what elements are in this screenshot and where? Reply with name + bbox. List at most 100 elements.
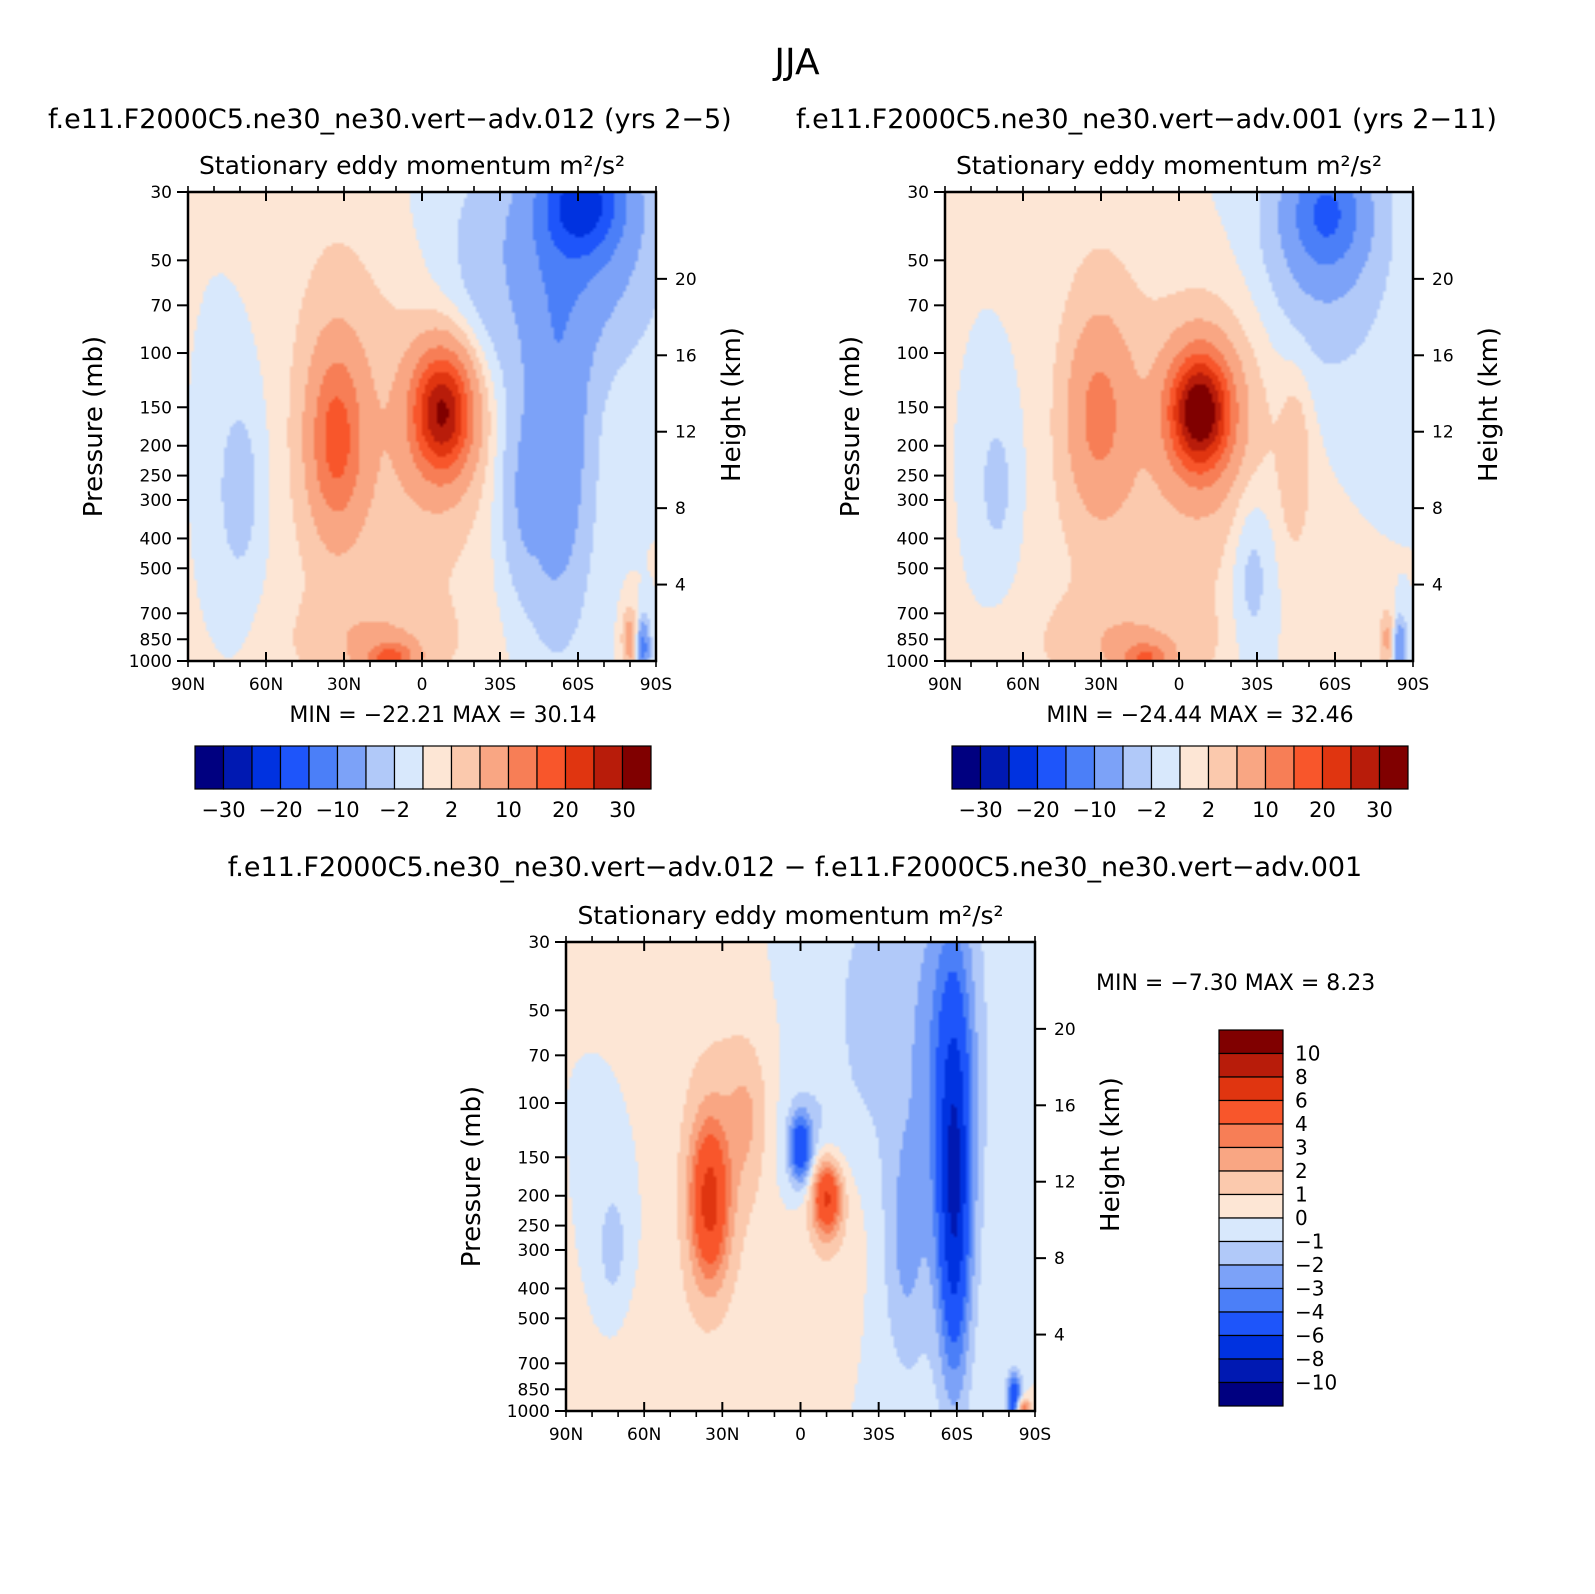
colorbar-box bbox=[1218, 1146, 1284, 1172]
colorbar-box bbox=[1218, 1076, 1284, 1102]
y-tick-label: 850 bbox=[140, 630, 172, 650]
colorbar-box bbox=[1150, 745, 1181, 790]
colorbar-label: 3 bbox=[1295, 1136, 1308, 1160]
height-tick-label: 20 bbox=[675, 270, 697, 290]
colorbar-label: 8 bbox=[1295, 1065, 1308, 1089]
colorbar-box bbox=[308, 745, 339, 790]
height-tick-label: 16 bbox=[1054, 1096, 1076, 1116]
y-tick-label: 200 bbox=[140, 437, 172, 457]
colorbar-label: 20 bbox=[552, 798, 579, 822]
y-axis-label: Pressure (mb) bbox=[836, 336, 866, 517]
contour-field bbox=[945, 192, 1413, 661]
colorbar-label: −8 bbox=[1295, 1347, 1324, 1371]
colorbar-box bbox=[1218, 1287, 1284, 1313]
y-tick-label: 150 bbox=[897, 398, 929, 418]
y-tick-label: 300 bbox=[518, 1241, 550, 1261]
colorbar-box bbox=[536, 745, 567, 790]
min-max-label: MIN = −24.44 MAX = 32.46 bbox=[1046, 703, 1353, 728]
colorbar-box bbox=[1378, 745, 1409, 790]
colorbar-label: 2 bbox=[1202, 798, 1215, 822]
y-tick-label: 70 bbox=[150, 296, 172, 316]
y-tick-label: 850 bbox=[518, 1380, 550, 1400]
x-tick-label: 60N bbox=[627, 1425, 661, 1445]
colorbar-box bbox=[1218, 1217, 1284, 1243]
colorbar-box bbox=[365, 745, 396, 790]
colorbar-box bbox=[1218, 1358, 1284, 1384]
height-tick-label: 12 bbox=[1054, 1173, 1076, 1193]
colorbar-label: 10 bbox=[1252, 798, 1279, 822]
colorbar-label: 6 bbox=[1295, 1089, 1308, 1113]
colorbar-box bbox=[1218, 1193, 1284, 1219]
height-tick-label: 4 bbox=[675, 576, 686, 596]
panel-2: Stationary eddy momentum m²/s² 90N 60N 30N 0… bbox=[836, 151, 1504, 822]
colorbar-label: −3 bbox=[1295, 1277, 1324, 1301]
colorbar-box bbox=[1122, 745, 1153, 790]
colorbar-box bbox=[1218, 1264, 1284, 1290]
y-tick-label: 100 bbox=[140, 344, 172, 364]
panel-1: Stationary eddy momentum m²/s² 90N 60N 30N 0… bbox=[79, 151, 747, 822]
colorbar-box bbox=[1321, 745, 1352, 790]
y-tick-label: 700 bbox=[897, 604, 929, 624]
x-tick-label: 0 bbox=[417, 675, 428, 695]
x-tick-label: 30S bbox=[862, 1425, 894, 1445]
colorbar-box bbox=[1218, 1381, 1284, 1407]
y-tick-label: 300 bbox=[897, 491, 929, 511]
colorbar-label: 0 bbox=[1295, 1206, 1308, 1230]
x-tick-label: 30N bbox=[1084, 675, 1118, 695]
height-tick-label: 20 bbox=[1054, 1020, 1076, 1040]
colorbar-box bbox=[1218, 1052, 1284, 1078]
x-tick-label: 0 bbox=[795, 1425, 806, 1445]
figure-title: JJA bbox=[772, 42, 820, 83]
plot-title: Stationary eddy momentum m²/s² bbox=[956, 151, 1382, 180]
height-tick-label: 20 bbox=[1432, 270, 1454, 290]
colorbar-box bbox=[621, 745, 652, 790]
x-tick-label: 90S bbox=[1019, 1425, 1051, 1445]
colorbar-box bbox=[951, 745, 982, 790]
min-max-label: MIN = −22.21 MAX = 30.14 bbox=[289, 703, 596, 728]
colorbar-box bbox=[1264, 745, 1295, 790]
colorbar-box bbox=[1236, 745, 1267, 790]
colorbar-box bbox=[1093, 745, 1124, 790]
panel1-case-label: f.e11.F2000C5.ne30_ne30.vert−adv.012 (yr… bbox=[48, 104, 732, 135]
y-tick-label: 500 bbox=[518, 1309, 550, 1329]
y-tick-label: 700 bbox=[518, 1354, 550, 1374]
colorbar-box bbox=[1293, 745, 1324, 790]
panel3-case-label: f.e11.F2000C5.ne30_ne30.vert−adv.012 − f… bbox=[228, 852, 1363, 883]
colorbar-box bbox=[564, 745, 595, 790]
y-tick-label: 150 bbox=[518, 1148, 550, 1168]
colorbar-box bbox=[1350, 745, 1381, 790]
colorbar-box bbox=[979, 745, 1010, 790]
height-tick-label: 4 bbox=[1054, 1326, 1065, 1346]
height-tick-label: 4 bbox=[1432, 576, 1443, 596]
colorbar-box bbox=[1065, 745, 1096, 790]
colorbar-label: −10 bbox=[315, 798, 359, 822]
height-tick-label: 8 bbox=[1432, 499, 1443, 519]
height-tick-label: 8 bbox=[1054, 1249, 1065, 1269]
y-tick-label: 850 bbox=[897, 630, 929, 650]
y-axis-label: Pressure (mb) bbox=[79, 336, 109, 517]
colorbar-box bbox=[1179, 745, 1210, 790]
y-tick-label: 700 bbox=[140, 604, 172, 624]
height-tick-label: 16 bbox=[1432, 346, 1454, 366]
y-tick-label: 70 bbox=[907, 296, 929, 316]
y-tick-label: 1000 bbox=[129, 652, 172, 672]
colorbar-label: −10 bbox=[1072, 798, 1116, 822]
colorbar-box bbox=[1207, 745, 1238, 790]
colorbar-label: −6 bbox=[1295, 1324, 1324, 1348]
colorbar-label: 1 bbox=[1295, 1183, 1308, 1207]
colorbar-label: −2 bbox=[379, 798, 410, 822]
x-tick-label: 0 bbox=[1174, 675, 1185, 695]
colorbar-label: 2 bbox=[445, 798, 458, 822]
y-tick-label: 30 bbox=[907, 183, 929, 203]
colorbar-label: −2 bbox=[1136, 798, 1167, 822]
y-tick-label: 1000 bbox=[507, 1402, 550, 1422]
y-tick-label: 400 bbox=[897, 529, 929, 549]
height-axis-label: Height (km) bbox=[1096, 1077, 1126, 1232]
colorbar-label: 30 bbox=[1366, 798, 1393, 822]
y-tick-label: 500 bbox=[897, 559, 929, 579]
height-tick-label: 8 bbox=[675, 499, 686, 519]
x-tick-label: 30S bbox=[484, 675, 516, 695]
colorbar-box bbox=[1218, 1170, 1284, 1196]
plot-title: Stationary eddy momentum m²/s² bbox=[199, 151, 625, 180]
